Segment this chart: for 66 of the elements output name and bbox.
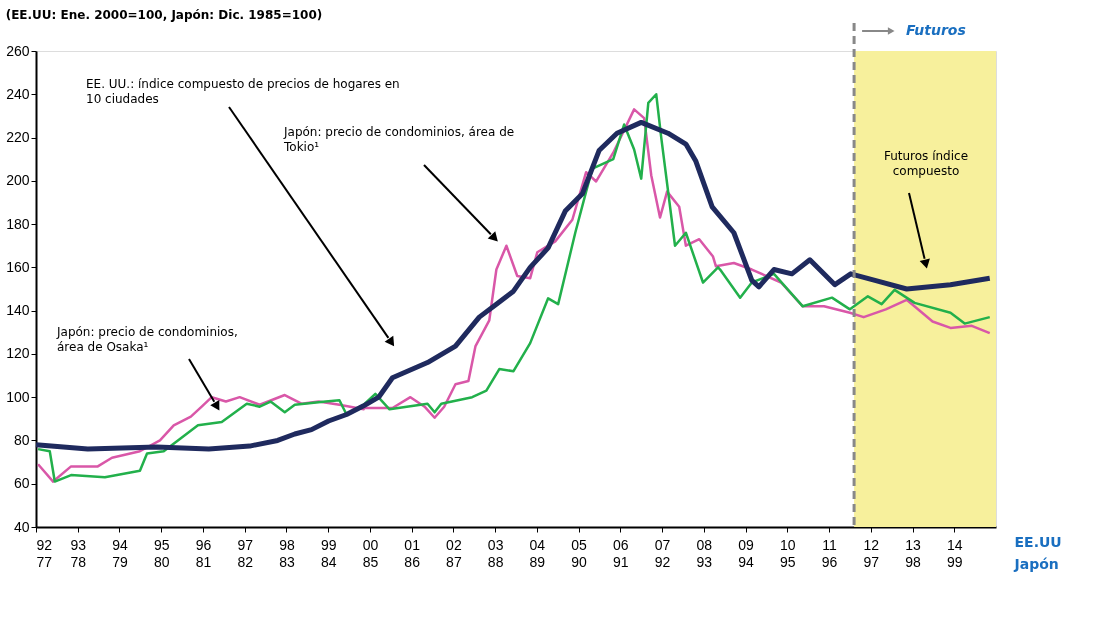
y-tick-label: 120 (6, 345, 30, 362)
x-tick-label: 12 (863, 536, 880, 553)
x2-tick-label: 82 (237, 553, 254, 570)
y-tick-label: 60 (13, 475, 30, 492)
x2-tick-label: 84 (320, 553, 337, 570)
x2-tick-label: 86 (404, 553, 421, 570)
x-tick-label: 93 (70, 536, 87, 553)
y-tick-label: 180 (6, 215, 30, 232)
y-tick-label: 240 (6, 85, 30, 102)
x2-tick-label: 95 (780, 553, 796, 570)
annotation: EE. UU.: índice compuesto de precios de hogares en 10 ciudades (86, 77, 400, 106)
x-tick-label: 98 (279, 536, 295, 553)
x2-tick-label: 93 (696, 553, 713, 570)
x-tick-label: 96 (195, 536, 212, 553)
annotation: Japón: precio de condominios, área de Osaka¹ (56, 325, 238, 354)
x-tick-label: 99 (320, 536, 337, 553)
x2-tick-label: 90 (571, 553, 588, 570)
x2-tick-label: 89 (529, 553, 546, 570)
x-tick-label: 06 (613, 536, 629, 553)
x-tick-label: 05 (571, 536, 588, 553)
x2-tick-label: 79 (112, 553, 128, 570)
x2-tick-label: 99 (946, 553, 963, 570)
x-axis-title: EE.UU (1014, 533, 1062, 550)
y-tick-label: 140 (6, 302, 30, 319)
x-tick-label: 00 (362, 536, 379, 553)
x2-tick-label: 87 (446, 553, 462, 570)
x-tick-label: 95 (153, 536, 170, 553)
chart-title: (EE.UU: Ene. 2000=100, Japón: Dic. 1985=100) (5, 7, 323, 22)
x-tick-label: 14 (946, 536, 963, 553)
x2-tick-label: 77 (36, 553, 53, 570)
y-tick-label: 100 (6, 388, 30, 405)
x2-tick-label: 88 (487, 553, 504, 570)
x-tick-label: 07 (654, 536, 671, 553)
ref-line-label: Futuros (906, 22, 966, 38)
x2-tick-label: 94 (738, 553, 755, 570)
x2-tick-label: 91 (613, 553, 629, 570)
x2-tick-label: 96 (821, 553, 838, 570)
x2-tick-label: 98 (905, 553, 922, 570)
annotation: Futuros índice compuesto (883, 149, 969, 178)
x2-tick-label: 97 (863, 553, 880, 570)
x-tick-label: 02 (446, 536, 462, 553)
x-tick-label: 01 (404, 536, 421, 553)
y-tick-label: 40 (13, 518, 30, 535)
x2-tick-label: 85 (362, 553, 379, 570)
x2-tick-label: 83 (279, 553, 295, 570)
x-tick-label: 11 (822, 536, 838, 553)
x-tick-label: 94 (112, 536, 128, 553)
x2-tick-label: 92 (654, 553, 671, 570)
x-tick-label: 10 (780, 536, 796, 553)
x-tick-label: 13 (905, 536, 922, 553)
x-tick-label: 09 (738, 536, 755, 553)
annotation: Japón: precio de condominios, área de Tokio¹ (283, 125, 515, 154)
x-tick-label: 03 (487, 536, 504, 553)
y-tick-label: 160 (6, 258, 30, 275)
x2-axis-title: Japón (1013, 555, 1059, 572)
x-tick-label: 97 (237, 536, 254, 553)
y-tick-label: 200 (6, 172, 30, 189)
x2-tick-label: 78 (70, 553, 87, 570)
x2-tick-label: 80 (153, 553, 170, 570)
y-tick-label: 80 (13, 431, 30, 448)
x-tick-label: 08 (696, 536, 713, 553)
y-tick-label: 260 (6, 42, 30, 59)
x-tick-label: 04 (529, 536, 546, 553)
y-tick-label: 220 (6, 129, 30, 146)
x2-tick-label: 81 (195, 553, 212, 570)
x-tick-label: 92 (36, 536, 53, 553)
